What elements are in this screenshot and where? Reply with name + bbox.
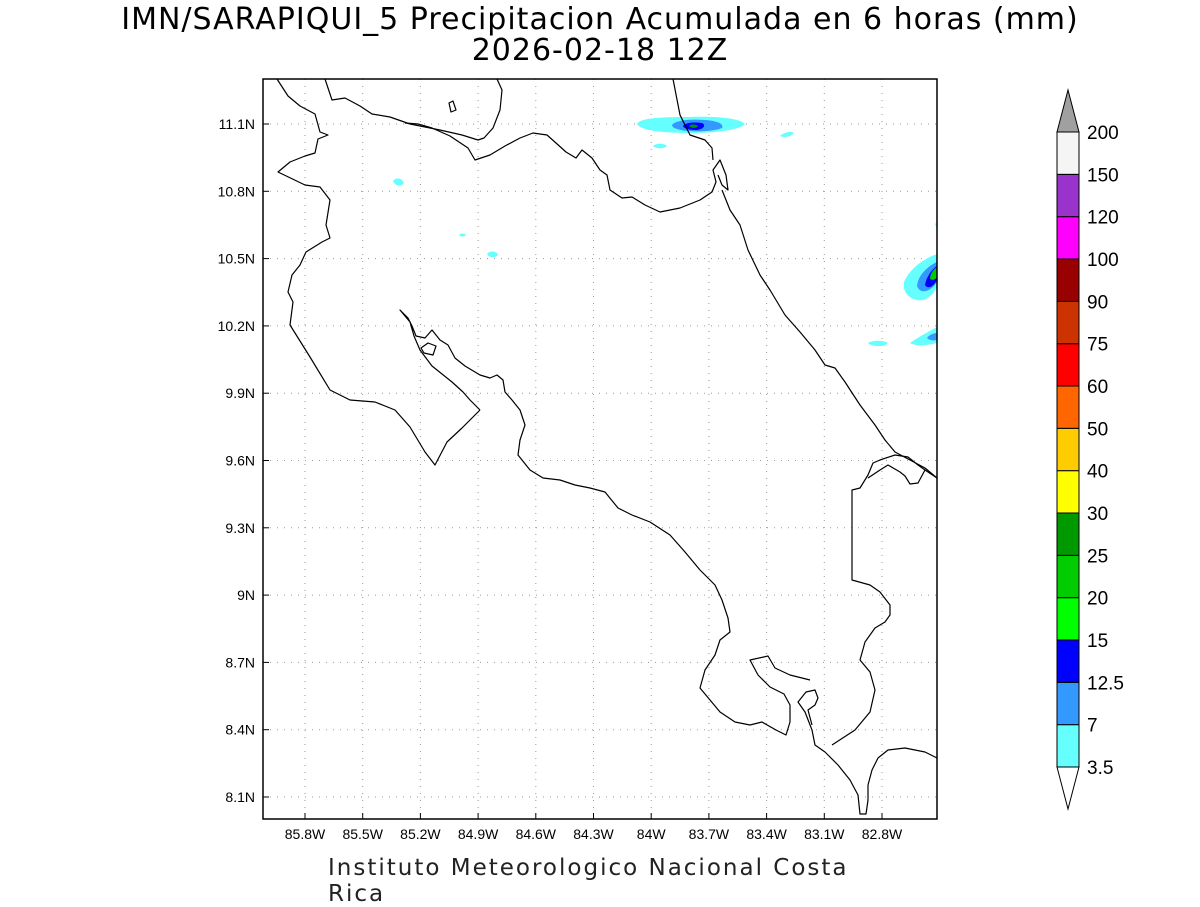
colorbar-swatch	[1056, 681, 1080, 726]
lat-tick-label: 10.2N	[218, 318, 255, 334]
lat-tick-label: 11.1N	[219, 116, 255, 132]
colorbar-swatch	[1056, 173, 1080, 218]
lat-tick-label: 9N	[237, 587, 255, 603]
coastlines	[276, 78, 938, 815]
colorbar-swatch	[1056, 512, 1080, 556]
lon-tick-label: 85.8W	[285, 826, 326, 842]
lat-tick-label: 8.1N	[225, 789, 255, 805]
lake-outline	[420, 342, 437, 356]
map-datetime: 2026-02-18 12Z	[471, 33, 729, 68]
coastline	[797, 689, 938, 815]
map-frame	[262, 78, 938, 820]
colorbar-level-label: 200	[1087, 123, 1119, 144]
border-line	[867, 464, 926, 485]
lon-tick-label: 84W	[637, 826, 667, 842]
lon-tick-label: 84.9W	[458, 826, 499, 842]
colorbar-level-label: 90	[1087, 292, 1108, 313]
colorbar-level-label: 7	[1087, 716, 1098, 737]
colorbar-level-label: 50	[1087, 419, 1108, 440]
precip-area	[780, 132, 794, 137]
lat-tick-label: 9.6N	[225, 453, 255, 469]
lat-tick-label: 10.5N	[218, 251, 255, 267]
colorbar-level-label: 30	[1087, 504, 1108, 525]
colorbar-max-arrow	[1056, 88, 1080, 133]
colorbar-swatch	[1056, 216, 1080, 260]
lon-tick-label: 83.1W	[804, 826, 845, 842]
lon-tick-label: 85.5W	[342, 826, 383, 842]
colorbar-level-label: 15	[1087, 631, 1108, 652]
colorbar-swatch	[1056, 597, 1080, 641]
colorbar-swatch	[1056, 427, 1080, 472]
lat-tick-label: 8.7N	[225, 654, 255, 670]
colorbar-level-label: 120	[1087, 208, 1119, 229]
lat-axis: 11.1N 10.8N 10.5N 10.2N 9.9N 9.6N 9.3N 9N 8.7N 8.…	[218, 116, 269, 805]
colorbar-level-label: 60	[1087, 377, 1108, 398]
colorbar-level-label: 75	[1087, 335, 1108, 356]
lat-tick-label: 10.8N	[218, 183, 255, 199]
colorbar-level-label: 12.5	[1087, 673, 1124, 694]
lon-tick-label: 83.4W	[746, 826, 787, 842]
map-title: IMN/SARAPIQUI_5 Precipitacion Acumulada …	[121, 2, 1079, 37]
colorbar-swatch	[1056, 385, 1080, 429]
lat-tick-label: 9.3N	[225, 520, 255, 536]
colorbar-level-label: 150	[1087, 165, 1119, 186]
lon-tick-label: 85.2W	[400, 826, 441, 842]
precip-area	[930, 267, 937, 280]
precip-area	[868, 340, 888, 346]
border-line	[324, 78, 503, 141]
colorbar-level-label: 20	[1087, 589, 1108, 610]
colorbar-legend: 3.5 7 12.5 15 20 25 30 40 50 60 75 90 100 120 150 200	[1056, 88, 1124, 811]
border-line	[404, 122, 729, 213]
precip-area	[927, 333, 937, 341]
lat-tick-label: 9.9N	[225, 385, 255, 401]
colorbar-swatch	[1056, 300, 1080, 345]
lon-tick-label: 84.3W	[573, 826, 614, 842]
colorbar-swatch	[1056, 639, 1080, 683]
colorbar-swatch	[1056, 343, 1080, 387]
precip-area	[910, 327, 937, 346]
border-line	[831, 454, 938, 746]
lake-outline	[448, 100, 457, 113]
precip-area	[653, 143, 667, 149]
border-line	[672, 78, 714, 161]
precip-contours	[393, 116, 937, 346]
precip-area	[487, 251, 498, 258]
border-line	[276, 78, 481, 466]
coastline	[721, 189, 938, 479]
lon-tick-label: 83.7W	[689, 826, 730, 842]
map-grid	[263, 79, 937, 819]
colorbar-level-label: 100	[1087, 250, 1119, 271]
colorbar-level-label: 25	[1087, 546, 1108, 567]
precip-area	[393, 178, 404, 186]
coastline	[399, 309, 811, 736]
lon-tick-label: 82.8W	[862, 826, 903, 842]
precip-area	[689, 124, 698, 128]
colorbar-swatch	[1056, 554, 1080, 599]
precip-area	[459, 233, 466, 237]
colorbar-swatch	[1056, 724, 1080, 768]
colorbar-level-label: 3.5	[1087, 758, 1113, 779]
colorbar-min-arrow	[1056, 766, 1080, 811]
colorbar-level-label: 40	[1087, 462, 1108, 483]
lat-tick-label: 8.4N	[225, 722, 255, 738]
colorbar-swatch	[1056, 470, 1080, 514]
lon-tick-label: 84.6W	[516, 826, 557, 842]
colorbar-swatch	[1056, 131, 1080, 175]
footer-credit: Instituto Meteorologico Nacional Costa R…	[328, 855, 849, 907]
colorbar-swatch	[1056, 258, 1080, 302]
lon-axis: 85.8W 85.5W 85.2W 84.9W 84.6W 84.3W 84W 83.7W 83…	[285, 813, 903, 842]
